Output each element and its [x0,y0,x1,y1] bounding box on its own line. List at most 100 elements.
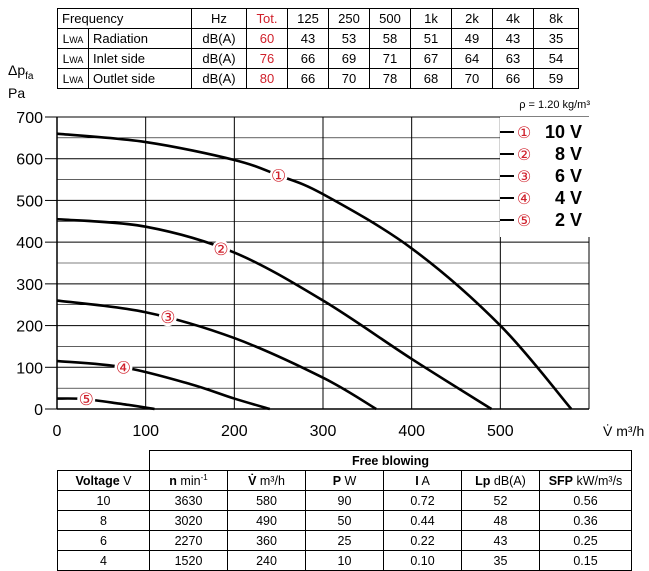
perf-column-header: SFP kW/m³/s [539,470,632,491]
y-axis-symbol: Δp [8,62,26,78]
legend-marker: ① [517,123,531,142]
perf-empty-corner [57,450,150,471]
perf-cell: 0.25 [539,530,632,551]
fan-curve-chart: ① ② ③ ④ ⑤ 0 100 200 300 400 500 600 700 0 100 200 300 40… [16,99,644,440]
legend-label: 8 V [555,144,582,164]
sound-header-250: 250 [328,8,370,29]
perf-column-header: Voltage V [57,470,150,491]
curve-marker-bg [212,240,231,259]
free-blowing-header: Free blowing [149,450,632,471]
legend: ① 10 V ② 8 V ③ 6 V ④ 4 V ⑤ 2 V [500,122,582,230]
perf-cell: 490 [227,510,306,531]
legend-marker: ⑤ [517,211,531,230]
curve-marker-3: ③ [160,308,175,328]
cell-value: 43 [492,28,534,49]
curve-1 [56,132,573,410]
sound-header-500: 500 [369,8,411,29]
row-unit: dB(A) [191,68,247,89]
perf-cell: 0.15 [539,550,632,571]
cell-value: 66 [492,68,534,89]
perf-cell: 2270 [149,530,228,551]
perf-cell: 52 [461,490,540,511]
y-tick-label: 300 [16,277,43,294]
perf-cell: 4 [57,550,150,571]
y-tick-label: 600 [16,152,43,169]
y-tick-label: 200 [16,319,43,336]
curve-marker-bg [77,389,96,408]
perf-column-header: Lp dB(A) [461,470,540,491]
perf-row: 6 2270 360 25 0.22 43 0.25 [57,530,632,551]
curve-marker-4: ④ [116,358,131,378]
sound-table-header-row: Frequency Hz Tot. 125 250 500 1k 2k 4k 8… [57,8,579,29]
legend-label: 2 V [555,210,582,230]
row-label: Outlet side [88,68,192,89]
perf-cell: 50 [305,510,384,531]
x-tick-label: 400 [398,423,425,440]
cell-value: 35 [533,28,579,49]
perf-column-header: n min-1 [149,470,228,491]
y-tick-label: 500 [16,193,43,210]
chart-curves [56,132,573,411]
x-axis-label: V̇ m³/h [603,423,644,439]
x-tick-label: 500 [487,423,514,440]
perf-row: 10 3630 580 90 0.72 52 0.56 [57,490,632,511]
curve-markers: ① ② ③ ④ ⑤ [77,166,288,410]
perf-cell: 240 [227,550,306,571]
cell-value: 70 [328,68,370,89]
curve-marker-5: ⑤ [79,390,94,410]
x-tick-label: 100 [132,423,159,440]
perf-cell: 8 [57,510,150,531]
cell-value: 66 [287,68,329,89]
axis-ticks: 0 100 200 300 400 500 600 700 0 100 200 300 400 500 [16,110,513,440]
y-axis-label: Δpfa Pa [8,62,33,101]
perf-cell: 3020 [149,510,228,531]
row-label: Radiation [88,28,192,49]
y-tick-label: 400 [16,235,43,252]
legend-marker: ③ [517,167,531,186]
perf-row: 8 3020 490 50 0.44 48 0.36 [57,510,632,531]
perf-cell: 0.56 [539,490,632,511]
perf-cell: 580 [227,490,306,511]
perf-cell: 90 [305,490,384,511]
perf-column-header: I A [383,470,462,491]
perf-cell: 360 [227,530,306,551]
curve-marker-2: ② [213,240,228,260]
legend-marker: ④ [517,189,531,208]
curve-marker-1: ① [271,166,286,186]
legend-label: 4 V [555,188,582,208]
y-axis-subscript: fa [25,70,34,82]
y-tick-label: 700 [16,110,43,127]
x-tick-label: 200 [221,423,248,440]
y-tick-label: 100 [16,360,43,377]
cell-value: 66 [287,48,329,69]
y-tick-label: 0 [34,402,43,419]
density-note: ρ = 1.20 kg/m³ [519,99,590,111]
perf-cell: 35 [461,550,540,571]
perf-cell: 6 [57,530,150,551]
perf-row: 4 1520 240 10 0.10 35 0.15 [57,550,632,571]
perf-cell: 0.44 [383,510,462,531]
perf-group-row: Free blowing [57,450,632,471]
sound-row-outlet: LWA Outlet side dB(A) 80 66 70 78 68 70 … [57,68,579,89]
perf-cell: 3630 [149,490,228,511]
curve-2 [56,217,493,411]
cell-value: 53 [328,28,370,49]
perf-body: 10 3630 580 90 0.72 52 0.56 8 3020 490 50 0.44 48 0.3… [57,490,632,571]
cell-value: 78 [369,68,411,89]
curve-3 [56,299,377,411]
y-axis-unit: Pa [8,84,26,101]
sound-power-table: Frequency Hz Tot. 125 250 500 1k 2k 4k 8… [57,8,579,89]
curve-4 [56,359,271,411]
perf-cell: 25 [305,530,384,551]
perf-cell: 0.22 [383,530,462,551]
perf-cell: 0.36 [539,510,632,531]
row-unit: dB(A) [191,28,247,49]
perf-cell: 0.72 [383,490,462,511]
curve-marker-bg [114,358,133,377]
perf-column-header: P W [305,470,384,491]
perf-column-header: V̇ m³/h [227,470,306,491]
curve-5 [56,397,155,411]
curve-marker-bg [158,308,177,327]
